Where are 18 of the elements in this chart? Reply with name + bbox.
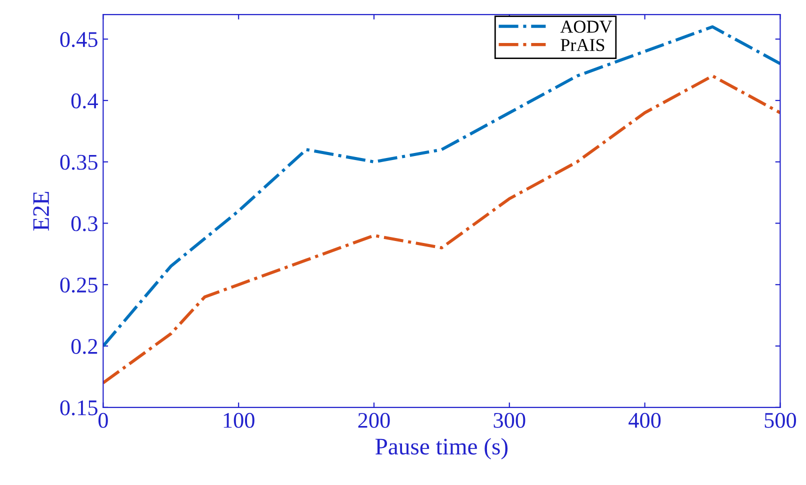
y-tick-label: 0.3 — [71, 216, 98, 232]
y-tick-label: 0.2 — [71, 338, 98, 354]
x-tick-label: 300 — [494, 412, 526, 428]
y-axis-title: E2E — [33, 192, 49, 231]
legend-label: AODV — [560, 20, 612, 33]
y-tick-label: 0.15 — [60, 400, 98, 416]
x-tick-label: 400 — [628, 412, 661, 428]
x-tick-label: 100 — [224, 412, 254, 428]
x-tick-label: 0 — [98, 412, 108, 428]
x-tick-label: 500 — [764, 412, 796, 428]
y-tick-label: 0.4 — [71, 93, 98, 109]
y-tick-label: 0.25 — [60, 278, 98, 293]
y-tick-label: 0.35 — [60, 154, 98, 170]
y-tick-label: 0.45 — [60, 32, 98, 48]
x-tick-label: 200 — [358, 412, 390, 428]
legend-label: PrAIS — [560, 38, 604, 52]
line-series — [103, 74, 780, 384]
x-axis-title: Pause time (s) — [375, 438, 508, 460]
